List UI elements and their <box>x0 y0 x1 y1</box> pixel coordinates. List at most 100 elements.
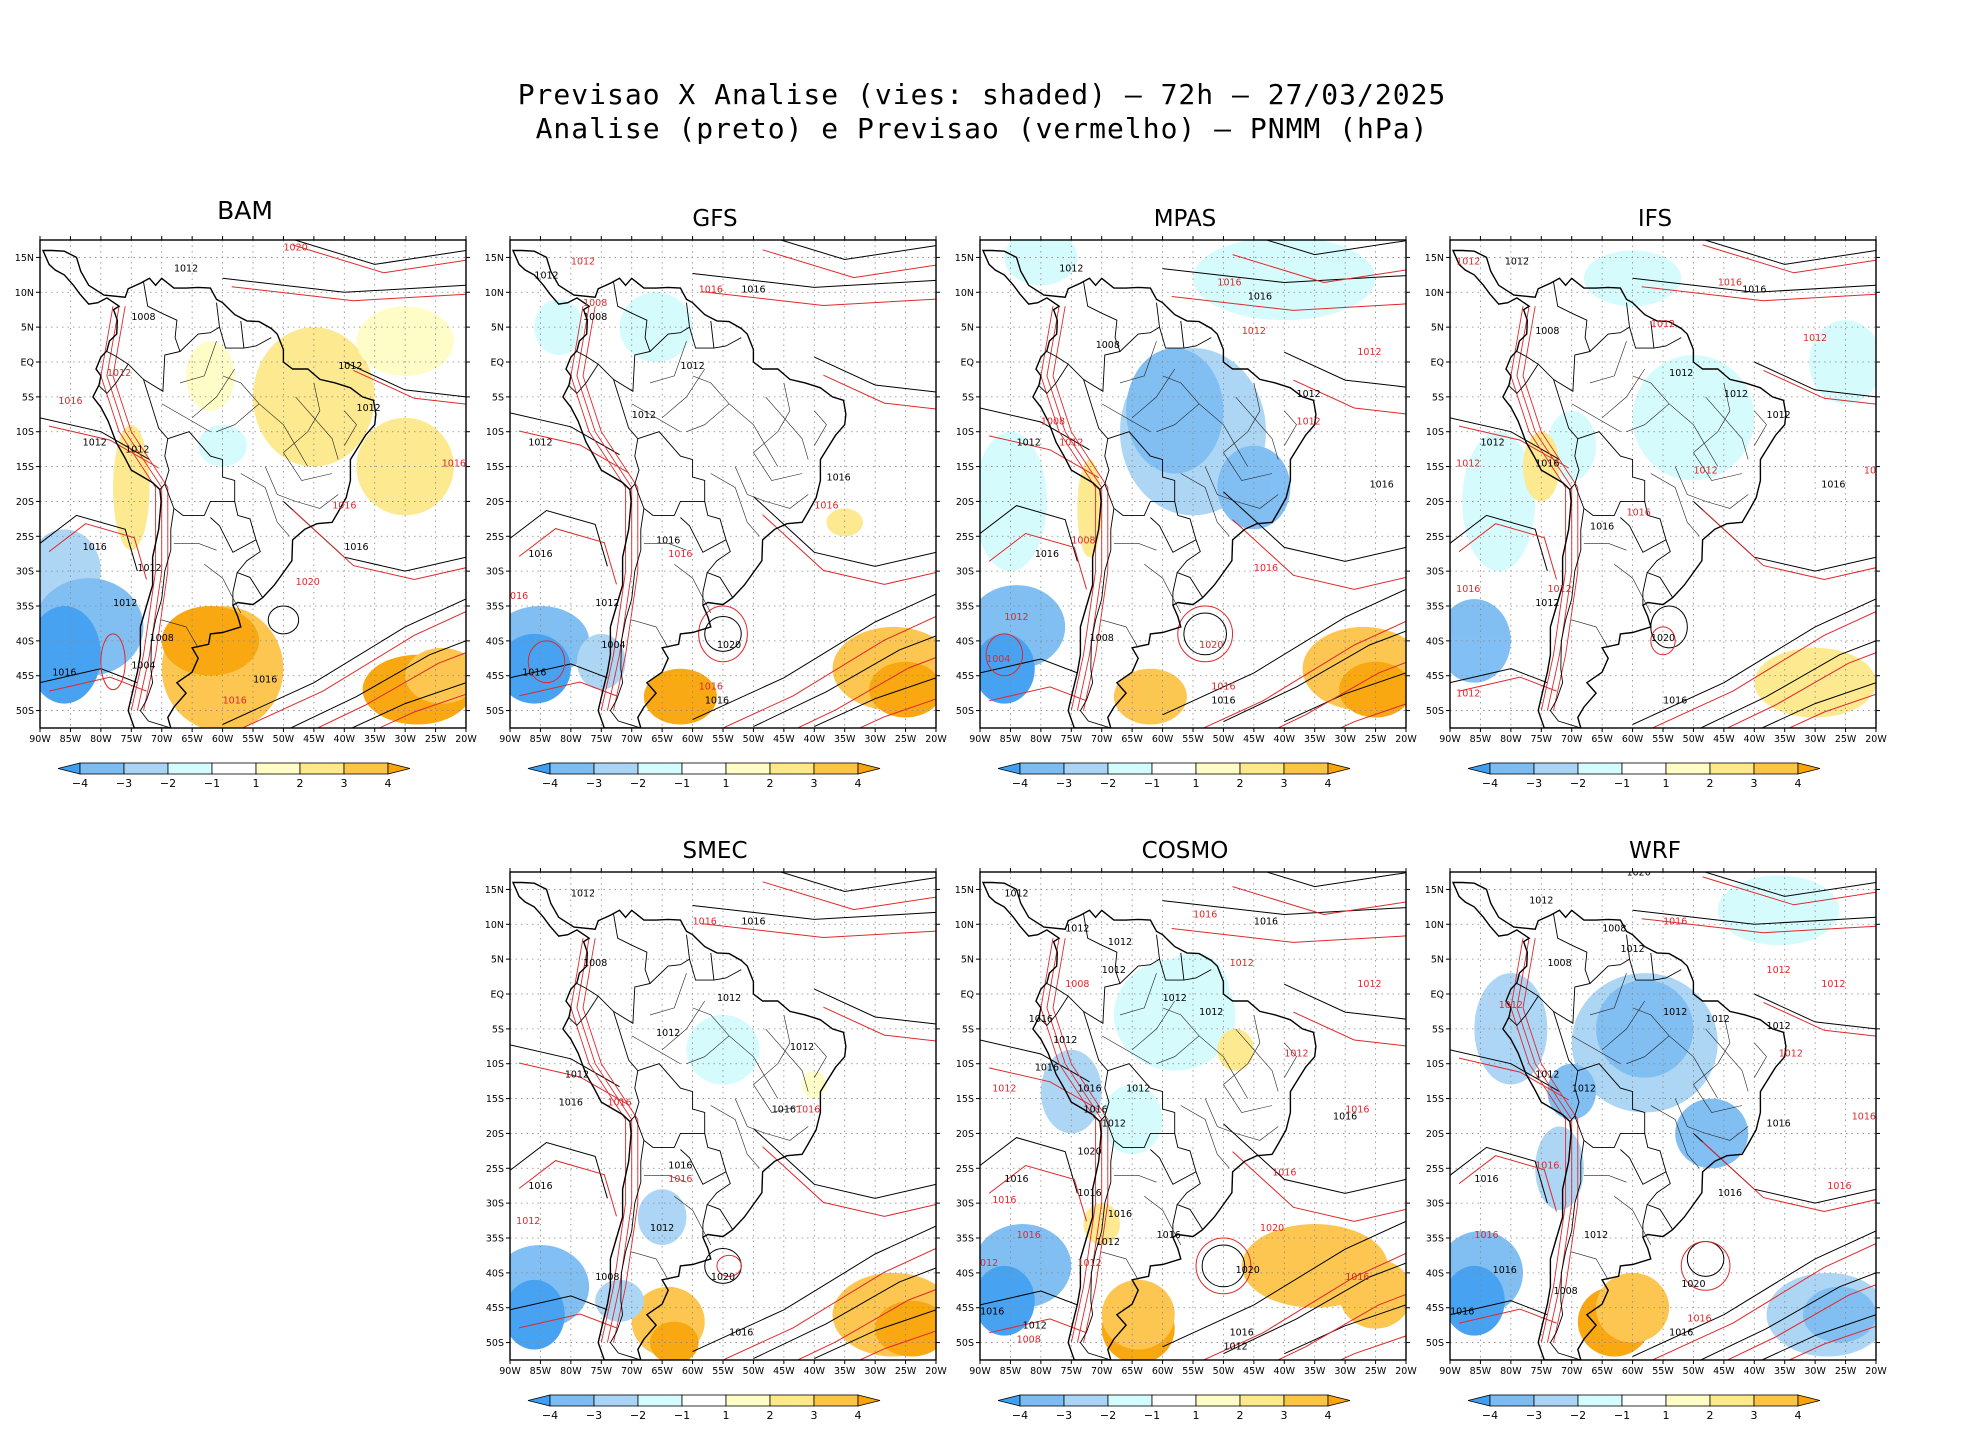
state-border <box>1705 396 1749 460</box>
panel-wrf: WRF 1020 1012 1008 1012 1008 1012 1012 1012 1012… <box>1420 822 1890 1442</box>
isobar-analysis <box>1284 983 1406 1020</box>
isobar-forecast <box>1702 1141 1876 1213</box>
colorbar-label: −2 <box>160 777 176 790</box>
country-border <box>106 281 181 393</box>
borders <box>568 913 742 1360</box>
colorbar-segment <box>1621 1394 1667 1407</box>
country-border <box>702 1204 708 1238</box>
panel-title: WRF <box>1629 838 1681 864</box>
lat-tick-label: EQ <box>491 358 504 369</box>
lon-tick-label: 80W <box>560 734 582 745</box>
lon-tick-label: 75W <box>1061 1366 1083 1377</box>
isobar-label-analysis: 1016 <box>980 1307 1004 1318</box>
isobar-label-analysis: 1016 <box>1663 696 1687 707</box>
lon-tick-label: 35W <box>1774 1366 1796 1377</box>
bias-patch <box>534 299 584 356</box>
colorbar: −4 −3 −2 −1 1 2 3 4 <box>997 1394 1351 1422</box>
colorbar-arrow-left <box>1467 1394 1491 1407</box>
closed-isobar <box>1650 626 1676 656</box>
colorbar-arrow-right <box>857 762 881 775</box>
lat-tick-label: 5S <box>962 1024 974 1035</box>
isobar-label-forecast: 1016 <box>607 1098 631 1109</box>
state-border <box>1705 1028 1749 1092</box>
isobar-label-forecast: 1016 <box>58 396 82 407</box>
lat-tick-label: 50S <box>486 1338 504 1349</box>
lat-tick-label: 45S <box>956 1303 974 1314</box>
country-border <box>1079 1140 1115 1360</box>
colorbar-label: −4 <box>72 777 88 790</box>
state-lines <box>631 341 827 648</box>
lat-tick-label: 35S <box>486 1234 504 1245</box>
isobar-label-analysis: 1016 <box>1535 459 1559 470</box>
panel-title: IFS <box>1637 206 1673 232</box>
lat-tick-label: 10S <box>16 427 34 438</box>
country-border <box>1589 302 1630 352</box>
isobar-analysis <box>980 407 1090 451</box>
isobar-label-analysis: 1012 <box>125 445 149 456</box>
isobar-forecast <box>1641 286 1876 302</box>
isobar-forecast <box>353 369 466 405</box>
lon-tick-label: 40W <box>804 1366 826 1377</box>
lat-tick-label: 5N <box>491 955 504 966</box>
colorbar-segment <box>1195 1394 1241 1407</box>
colorbar-segment <box>1533 762 1579 775</box>
bias-shading <box>980 952 1406 1360</box>
colorbar-label: 4 <box>1325 1409 1332 1422</box>
colorbar-segment <box>1621 762 1667 775</box>
panel-bam: BAM 1012 1008 1012 1012 1012 1012 1016 1016 1012… <box>10 190 480 810</box>
lon-tick-label: 75W <box>591 734 613 745</box>
borders <box>568 281 742 728</box>
colorbar-label: 2 <box>1237 1409 1244 1422</box>
country-border <box>568 995 599 1027</box>
colorbar-label: −4 <box>542 1409 558 1422</box>
lat-tick-label: 5S <box>962 392 974 403</box>
lat-tick-label: 40S <box>1426 1268 1444 1279</box>
bias-patch <box>619 292 693 362</box>
isobar-analysis <box>510 1295 608 1311</box>
isobar-label-forecast: 1016 <box>1687 1314 1711 1325</box>
isobar-label-forecast: 1016 <box>504 591 528 602</box>
state-border <box>1284 1042 1297 1078</box>
country-border <box>1589 934 1630 984</box>
state-border <box>631 403 681 432</box>
figure-title-line2: Analise (preto) e Previsao (vermelho) – … <box>535 112 1429 145</box>
isobar-label-analysis: 1012 <box>1199 1007 1223 1018</box>
lon-tick-label: 45W <box>773 734 795 745</box>
colorbar-label: 1 <box>253 777 260 790</box>
isobar-analysis <box>1284 351 1406 388</box>
colorbar-segment <box>813 762 859 775</box>
isobar-label-analysis: 1012 <box>680 361 704 372</box>
isobar-label-analysis: 1016 <box>827 473 851 484</box>
isobar-label-analysis: 1016 <box>52 668 76 679</box>
map-area: 1012 1008 1012 1012 1012 1012 1016 1016 1012 1012… <box>40 240 466 728</box>
isobar-label-analysis: 1008 <box>595 1272 619 1283</box>
isobar-label-analysis: 1020 <box>1236 1265 1260 1276</box>
isobar-forecast <box>1232 519 1406 590</box>
lon-tick-label: 85W <box>1000 734 1022 745</box>
isobar-label-analysis: 1012 <box>1017 438 1041 449</box>
colorbar-segment <box>1489 1394 1535 1407</box>
lon-tick-label: 55W <box>712 734 734 745</box>
closed-isobar <box>527 640 566 684</box>
lon-tick-label: 45W <box>303 734 325 745</box>
lon-tick-label: 85W <box>530 1366 552 1377</box>
colorbar-label: 3 <box>1281 777 1288 790</box>
isobar-label-forecast: 1008 <box>1071 535 1095 546</box>
contour-labels: 1012 1016 1008 1012 1012 1012 1016 1016 1016 1012… <box>504 256 851 706</box>
state-border <box>1101 1251 1139 1280</box>
lon-tick-label: 85W <box>1470 1366 1492 1377</box>
state-border <box>1626 1035 1670 1064</box>
isobar-label-analysis: 1012 <box>1724 389 1748 400</box>
lon-tick-label: 80W <box>1500 734 1522 745</box>
state-border <box>295 396 339 460</box>
colorbar-label: −2 <box>1100 1409 1116 1422</box>
isobar-forecast <box>721 615 936 728</box>
colorbar-label: −3 <box>586 1409 602 1422</box>
isobar-forecast <box>762 1146 936 1217</box>
isobar-analysis <box>1162 1220 1406 1348</box>
lat-tick-label: EQ <box>961 990 974 1001</box>
continent-outline <box>1451 881 1787 1360</box>
lon-tick-label: 65W <box>1591 734 1613 745</box>
lon-tick-label: 50W <box>743 1366 765 1377</box>
isobar-forecast <box>988 532 1087 590</box>
